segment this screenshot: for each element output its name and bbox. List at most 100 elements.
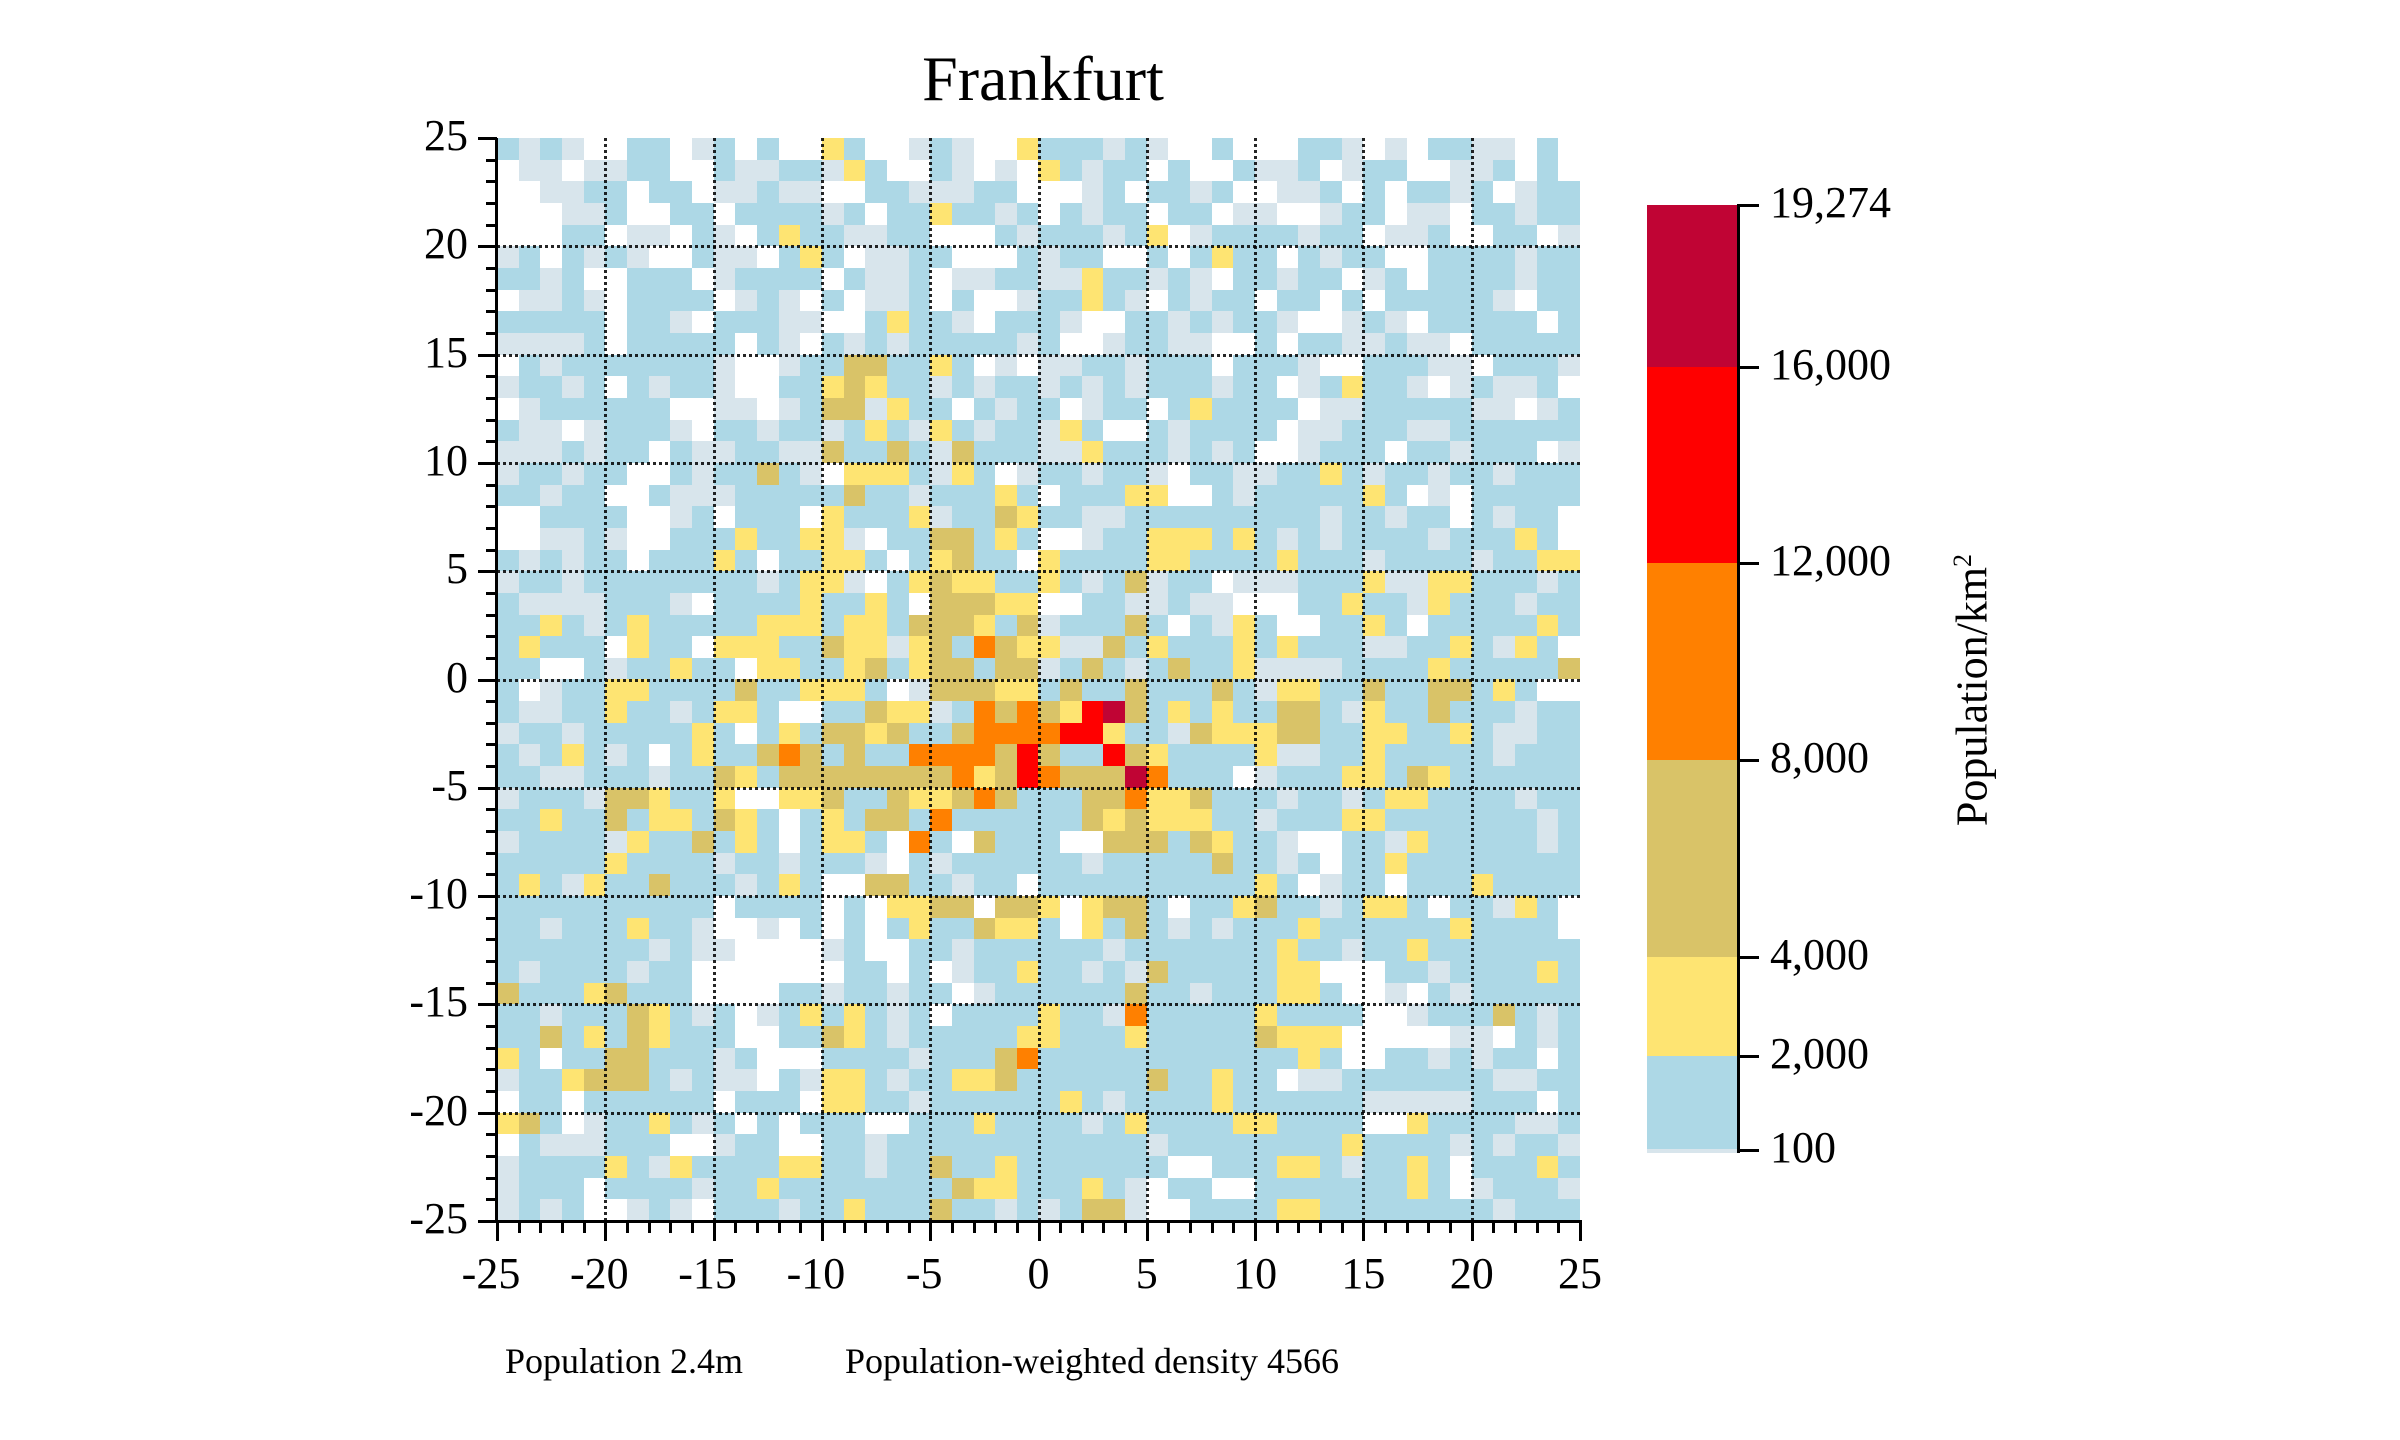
heatmap-cell [605, 246, 627, 268]
heatmap-cell [1060, 1069, 1082, 1092]
x-major-tick [1579, 1221, 1582, 1241]
heatmap-cell [1363, 506, 1386, 528]
heatmap-cell [756, 441, 779, 463]
heatmap-cell [735, 592, 757, 615]
heatmap-cell [540, 961, 562, 983]
x-major-tick [820, 1221, 824, 1241]
heatmap-cell [605, 1069, 627, 1092]
heatmap-cell [973, 441, 996, 463]
heatmap-cell [1320, 982, 1342, 1005]
heatmap-cell [1558, 138, 1580, 160]
heatmap-cell [821, 224, 844, 247]
heatmap-cell [1146, 462, 1169, 485]
heatmap-cell [1558, 527, 1580, 550]
x-minor-tick [1167, 1221, 1171, 1233]
heatmap-cell [1060, 419, 1082, 442]
heatmap-cell [886, 982, 909, 1005]
heatmap-cell [1103, 224, 1126, 247]
heatmap-cell [1276, 441, 1299, 463]
heatmap-cell [1341, 1177, 1364, 1200]
heatmap-cell [1406, 636, 1429, 658]
heatmap-cell [756, 614, 779, 637]
heatmap-cell [1081, 246, 1104, 268]
heatmap-cell [908, 636, 931, 658]
heatmap-cell [583, 766, 606, 788]
heatmap-cell [865, 722, 887, 745]
heatmap-cell [1450, 332, 1472, 355]
heatmap-cell [1016, 657, 1039, 680]
heatmap-cell [1146, 202, 1169, 225]
heatmap-cell [865, 896, 887, 918]
heatmap-cell [1060, 159, 1082, 182]
heatmap-cell [821, 571, 844, 593]
heatmap-cell [951, 224, 974, 247]
heatmap-cell [1103, 138, 1126, 160]
heatmap-cell [1558, 787, 1580, 810]
heatmap-cell [1081, 874, 1104, 897]
heatmap-cell [908, 939, 931, 962]
heatmap-cell [670, 1112, 692, 1135]
heatmap-cell [908, 874, 931, 897]
x-minor-tick [1232, 1221, 1236, 1233]
heatmap-cell [583, 1091, 606, 1113]
heatmap-cell [1450, 917, 1472, 940]
heatmap-cell [1341, 896, 1364, 918]
heatmap-cell [843, 1156, 866, 1178]
heatmap-cell [691, 506, 714, 528]
heatmap-cell [1450, 896, 1472, 918]
heatmap-cell [713, 354, 736, 377]
heatmap-cell [865, 376, 887, 398]
heatmap-cell [778, 679, 801, 702]
heatmap-cell [1363, 419, 1386, 442]
colorbar-tick-label: 8,000 [1770, 733, 1869, 782]
y-tick-label: 20 [424, 219, 468, 269]
heatmap-cell [865, 1112, 887, 1135]
heatmap-cell [1146, 159, 1169, 182]
heatmap-cell [886, 549, 909, 572]
heatmap-cell [973, 961, 996, 983]
heatmap-cell [1211, 267, 1234, 290]
heatmap-cell [800, 527, 822, 550]
heatmap-cell [1168, 982, 1191, 1005]
heatmap-cell [605, 896, 627, 918]
heatmap-cell [1320, 961, 1342, 983]
heatmap-cell [778, 549, 801, 572]
heatmap-cell [930, 744, 952, 767]
heatmap-cell [1081, 896, 1104, 918]
heatmap-cell [951, 1069, 974, 1092]
heatmap-cell [1515, 1047, 1537, 1070]
heatmap-cell [1385, 332, 1407, 355]
heatmap-cell [995, 592, 1017, 615]
heatmap-cell [1385, 354, 1407, 377]
x-minor-tick [1557, 1221, 1561, 1233]
heatmap-cell [497, 1177, 519, 1200]
heatmap-cell [1103, 311, 1126, 333]
heatmap-cell [1385, 441, 1407, 463]
heatmap-cell [1276, 1177, 1299, 1200]
heatmap-cell [800, 1091, 822, 1113]
heatmap-cell [1341, 159, 1364, 182]
heatmap-cell [973, 744, 996, 767]
heatmap-cell [865, 831, 887, 853]
heatmap-cell [1081, 138, 1104, 160]
heatmap-cell [518, 376, 541, 398]
heatmap-cell [800, 1069, 822, 1092]
heatmap-cell [1125, 722, 1147, 745]
heatmap-cell [1471, 224, 1494, 247]
heatmap-cell [1298, 159, 1321, 182]
heatmap-cell [800, 766, 822, 788]
heatmap-cell [605, 1091, 627, 1113]
heatmap-cell [561, 1156, 584, 1178]
heatmap-cell [648, 571, 671, 593]
heatmap-cell [518, 614, 541, 637]
x-minor-tick [625, 1221, 629, 1233]
heatmap-cell [1255, 1091, 1277, 1113]
heatmap-cell [908, 1199, 931, 1221]
heatmap-cell [1298, 289, 1321, 312]
heatmap-cell [756, 462, 779, 485]
heatmap-cell [1320, 246, 1342, 268]
heatmap-cell [1060, 852, 1082, 875]
heatmap-cell [951, 874, 974, 897]
heatmap-cell [778, 462, 801, 485]
heatmap-cell [1016, 917, 1039, 940]
